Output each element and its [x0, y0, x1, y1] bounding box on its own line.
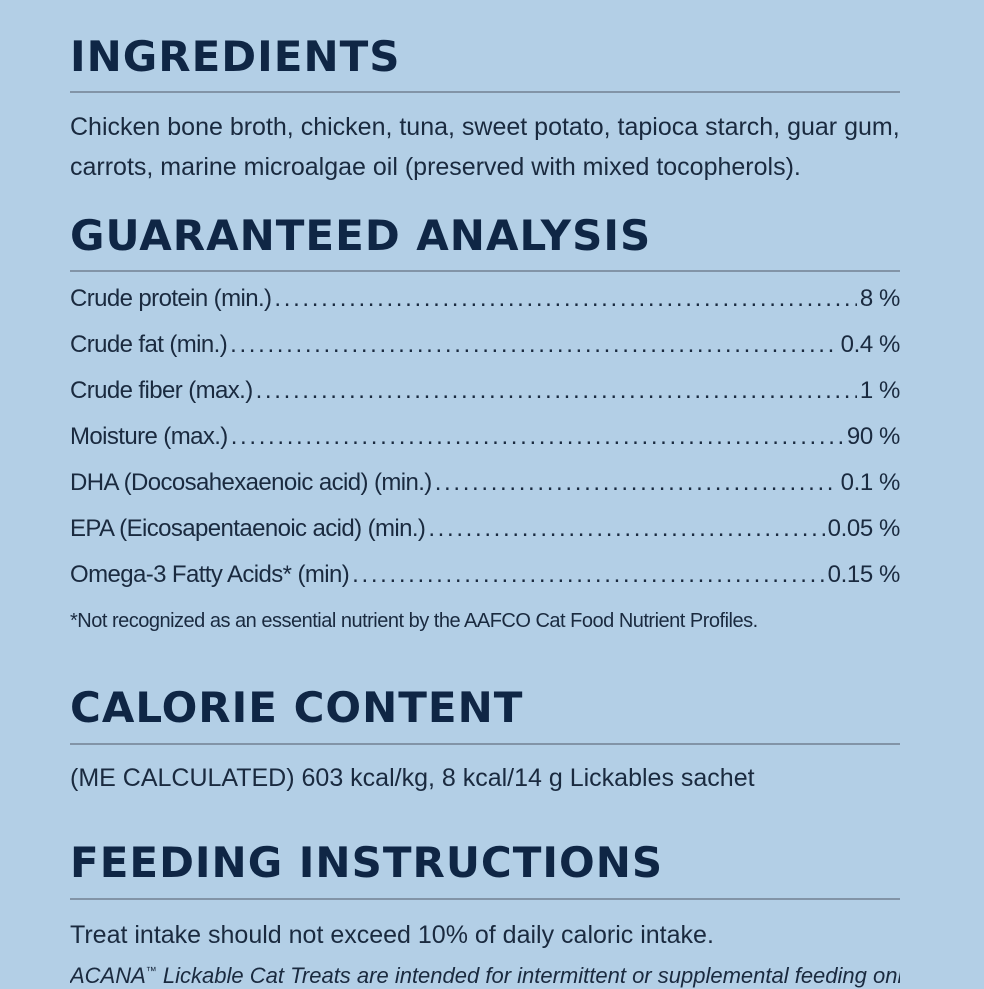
- dot-leader: [274, 285, 856, 313]
- analysis-value: 90 %: [846, 423, 900, 450]
- calorie-content-divider: [70, 743, 900, 745]
- analysis-nutrient-name: Crude fat (min.): [70, 331, 228, 358]
- ingredients-heading: INGREDIENTS: [70, 32, 401, 81]
- dot-leader: [435, 469, 838, 497]
- guaranteed-analysis-divider: [70, 270, 900, 272]
- brand-name: ACANA: [70, 963, 146, 988]
- guaranteed-analysis-footnote: *Not recognized as an essential nutrient…: [70, 610, 758, 632]
- calorie-content-heading: CALORIE CONTENT: [70, 683, 524, 732]
- analysis-nutrient-name: EPA (Eicosapentaenoic acid) (min.): [70, 515, 426, 542]
- analysis-nutrient-name: Omega-3 Fatty Acids* (min): [70, 561, 350, 588]
- analysis-row: Crude protein (min.) 8 %: [70, 285, 900, 315]
- dot-leader: [352, 561, 825, 589]
- analysis-value: 8 %: [859, 285, 900, 312]
- dot-leader: [428, 515, 824, 543]
- analysis-row: Omega-3 Fatty Acids* (min) 0.15 %: [70, 561, 900, 591]
- analysis-value: 0.4 %: [840, 331, 900, 358]
- feeding-instructions-note: ACANA™ Lickable Cat Treats are intended …: [70, 963, 900, 989]
- analysis-nutrient-name: DHA (Docosahexaenoic acid) (min.): [70, 469, 432, 496]
- analysis-nutrient-name: Moisture (max.): [70, 423, 228, 450]
- dot-leader: [230, 331, 838, 359]
- trademark-mark: ™: [145, 965, 157, 978]
- analysis-row: DHA (Docosahexaenoic acid) (min.) 0.1 %: [70, 469, 900, 499]
- analysis-row: Crude fiber (max.) 1 %: [70, 377, 900, 407]
- feeding-instructions-text: Treat intake should not exceed 10% of da…: [70, 921, 714, 949]
- analysis-value: 1 %: [859, 377, 900, 404]
- feeding-note-text: Lickable Cat Treats are intended for int…: [156, 963, 900, 988]
- analysis-nutrient-name: Crude fiber (max.): [70, 377, 253, 404]
- dot-leader: [256, 377, 857, 405]
- analysis-row: EPA (Eicosapentaenoic acid) (min.) 0.05 %: [70, 515, 900, 545]
- analysis-row: Moisture (max.) 90 %: [70, 423, 900, 453]
- calorie-content-text: (ME CALCULATED) 603 kcal/kg, 8 kcal/14 g…: [70, 764, 755, 792]
- ingredients-line-1: Chicken bone broth, chicken, tuna, sweet…: [70, 113, 900, 141]
- dot-leader: [231, 423, 844, 451]
- ingredients-line-2: carrots, marine microalgae oil (preserve…: [70, 153, 801, 181]
- feeding-instructions-heading: FEEDING INSTRUCTIONS: [70, 838, 664, 887]
- analysis-nutrient-name: Crude protein (min.): [70, 285, 272, 312]
- analysis-value: 0.1 %: [840, 469, 900, 496]
- analysis-row: Crude fat (min.) 0.4 %: [70, 331, 900, 361]
- guaranteed-analysis-heading: GUARANTEED ANALYSIS: [70, 211, 652, 260]
- analysis-value: 0.05 %: [827, 515, 900, 542]
- analysis-value: 0.15 %: [827, 561, 900, 588]
- ingredients-divider: [70, 91, 900, 93]
- feeding-instructions-divider: [70, 898, 900, 900]
